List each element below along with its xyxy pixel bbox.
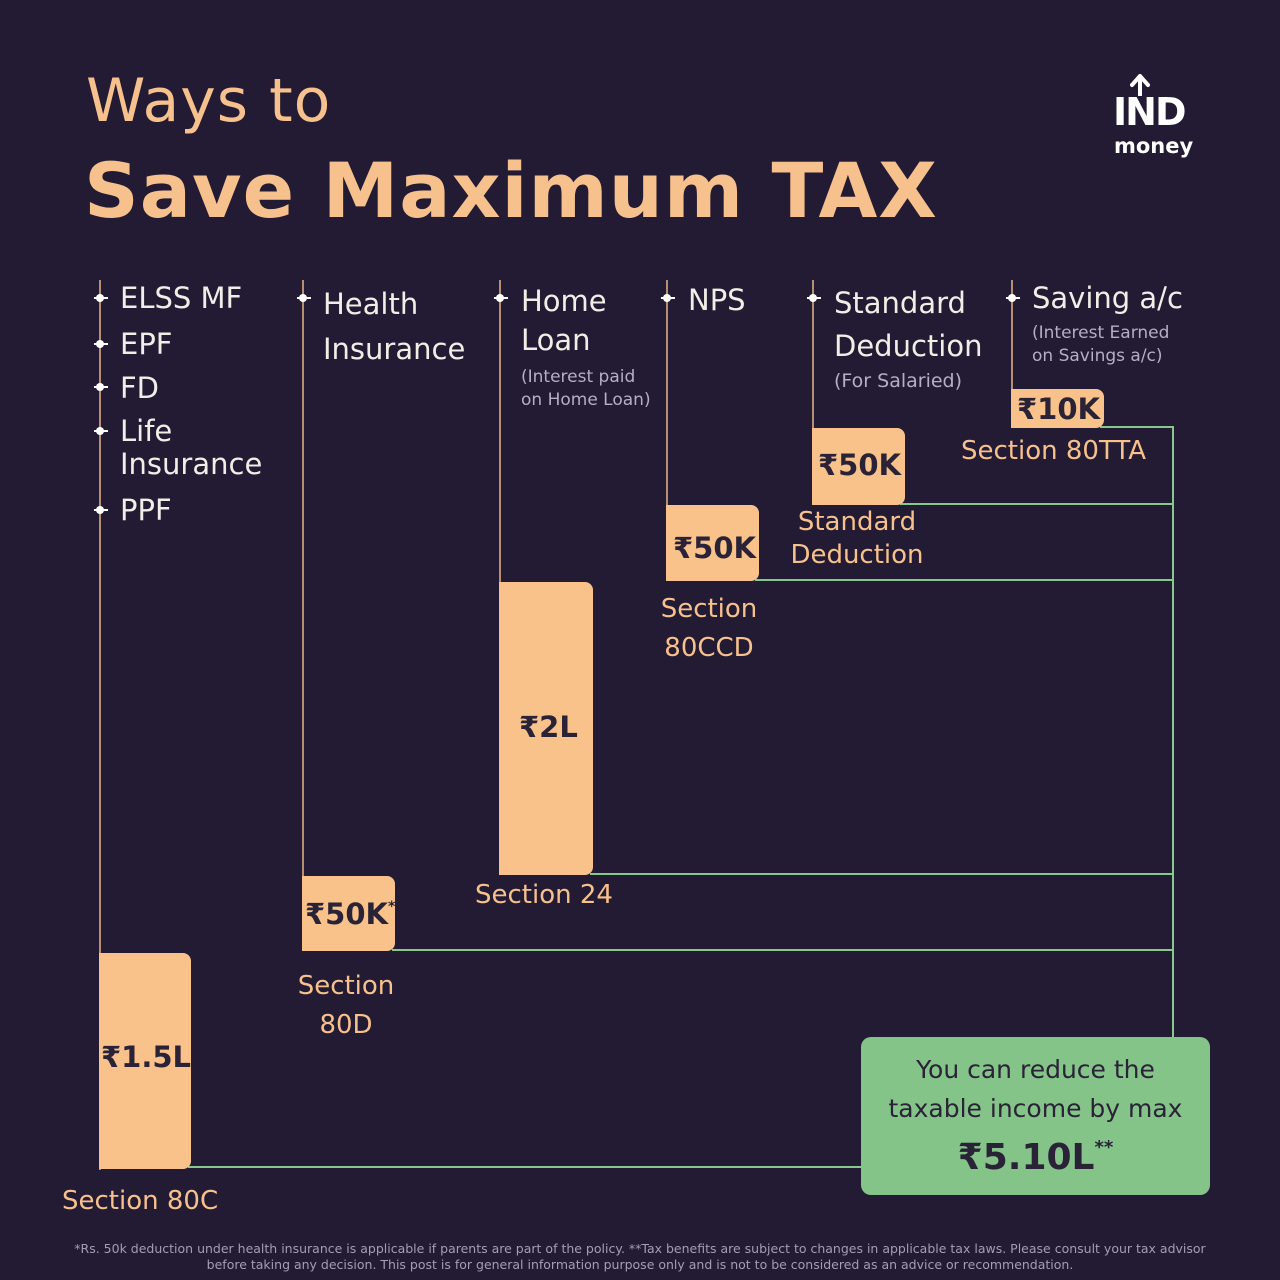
result-line-2: taxable income by max bbox=[888, 1094, 1183, 1123]
section-label-24: Section 24 bbox=[475, 880, 613, 910]
result-box: You can reduce the taxable income by max… bbox=[861, 1037, 1210, 1195]
list-item: Life Insurance bbox=[120, 414, 263, 482]
connector-24 bbox=[590, 873, 1174, 875]
result-total: ₹5.10L** bbox=[957, 1137, 1114, 1178]
list-item: FD bbox=[120, 371, 160, 405]
disclaimer: *Rs. 50k deduction under health insuranc… bbox=[74, 1241, 1206, 1273]
title-line-1: Ways to bbox=[86, 66, 332, 136]
list-item: Saving a/c bbox=[1032, 281, 1183, 315]
stem-80tta bbox=[1011, 280, 1013, 426]
section-label-std: Standard Deduction bbox=[790, 507, 924, 570]
connector-80tta bbox=[1100, 426, 1174, 428]
section-label-80d: Section 80D bbox=[297, 971, 395, 1040]
column-note: (For Salaried) bbox=[834, 370, 963, 392]
bar-std bbox=[812, 428, 905, 505]
footnote-mark: * bbox=[388, 899, 396, 915]
list-item: Health Insurance bbox=[323, 287, 466, 367]
bar-value-label: ₹50K bbox=[673, 531, 757, 565]
connector-80d bbox=[392, 949, 1174, 951]
logo-mark-text: IND bbox=[1113, 90, 1186, 134]
stem-std bbox=[812, 280, 814, 504]
up-arrow-icon bbox=[1130, 74, 1150, 96]
bar-value-label: ₹2L bbox=[519, 710, 578, 744]
stem-24 bbox=[499, 280, 501, 874]
section-label-80ccd: Section 80CCD bbox=[660, 594, 758, 663]
column-note: (Interest Earned on Savings a/c) bbox=[1032, 323, 1170, 366]
connector-trunk bbox=[1172, 426, 1174, 1038]
bar-80tta bbox=[1011, 389, 1104, 428]
connector-std bbox=[900, 503, 1174, 505]
section-label-80c: Section 80C bbox=[62, 1186, 219, 1216]
column-note: (Interest paid on Home Loan) bbox=[521, 367, 651, 410]
section-label-80tta: Section 80TTA bbox=[961, 436, 1147, 466]
connector-80c bbox=[188, 1166, 863, 1168]
list-item: ELSS MF bbox=[120, 281, 243, 315]
result-line-1: You can reduce the bbox=[916, 1055, 1155, 1084]
bar-value-label: ₹50K bbox=[818, 448, 902, 482]
list-item: Home Loan bbox=[521, 284, 607, 358]
logo-sub-text: money bbox=[1114, 134, 1194, 158]
bar-80c bbox=[99, 953, 191, 1169]
connector-80ccd bbox=[755, 579, 1174, 581]
stem-80c bbox=[99, 280, 101, 1170]
list-item: NPS bbox=[688, 283, 746, 317]
list-item: PPF bbox=[120, 493, 172, 527]
bar-24 bbox=[499, 582, 593, 875]
bar-value-label: ₹50K* bbox=[305, 897, 396, 931]
list-item: EPF bbox=[120, 327, 173, 361]
stem-80ccd bbox=[666, 280, 668, 580]
bar-value-label: ₹1.5L bbox=[101, 1040, 192, 1074]
footnote-mark: ** bbox=[1094, 1137, 1114, 1158]
list-item: Standard Deduction bbox=[834, 286, 983, 363]
bar-80d bbox=[302, 876, 395, 951]
bar-80ccd bbox=[666, 505, 759, 581]
bar-value-label: ₹10K bbox=[1017, 392, 1101, 426]
title-line-2: Save Maximum TAX bbox=[84, 146, 938, 235]
stem-80d bbox=[302, 280, 304, 950]
indmoney-logo: IND money bbox=[1110, 74, 1194, 164]
